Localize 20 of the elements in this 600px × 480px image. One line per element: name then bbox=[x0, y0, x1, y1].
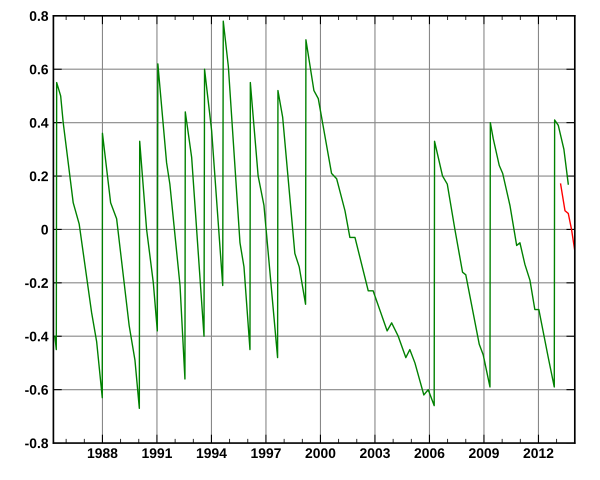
x-tick-label: 1994 bbox=[196, 448, 227, 458]
y-tick-label: 0.2 bbox=[30, 171, 48, 182]
x-tick-label: 2006 bbox=[414, 448, 444, 458]
x-tick-label: 2012 bbox=[524, 448, 554, 458]
y-tick-label: 0 bbox=[41, 224, 48, 235]
y-tick-label: -0.2 bbox=[25, 278, 48, 288]
y-tick-label: 0.8 bbox=[30, 11, 48, 22]
x-tick-label: 2009 bbox=[469, 448, 499, 458]
line-series bbox=[560, 183, 575, 252]
y-tick-label: -0.4 bbox=[25, 332, 48, 342]
line-series bbox=[54, 20, 569, 410]
x-tick-label: 1991 bbox=[142, 448, 172, 458]
x-tick-label: 1997 bbox=[251, 448, 281, 458]
y-tick-label: -0.6 bbox=[25, 384, 48, 395]
x-tick-label: 2003 bbox=[360, 448, 390, 458]
y-tick-label: -0.8 bbox=[25, 438, 48, 448]
y-tick-label: 0.4 bbox=[30, 118, 48, 128]
x-tick-label: 2000 bbox=[305, 448, 336, 458]
y-tick-label: 0.6 bbox=[30, 64, 48, 74]
x-tick-label: 1988 bbox=[88, 448, 118, 458]
